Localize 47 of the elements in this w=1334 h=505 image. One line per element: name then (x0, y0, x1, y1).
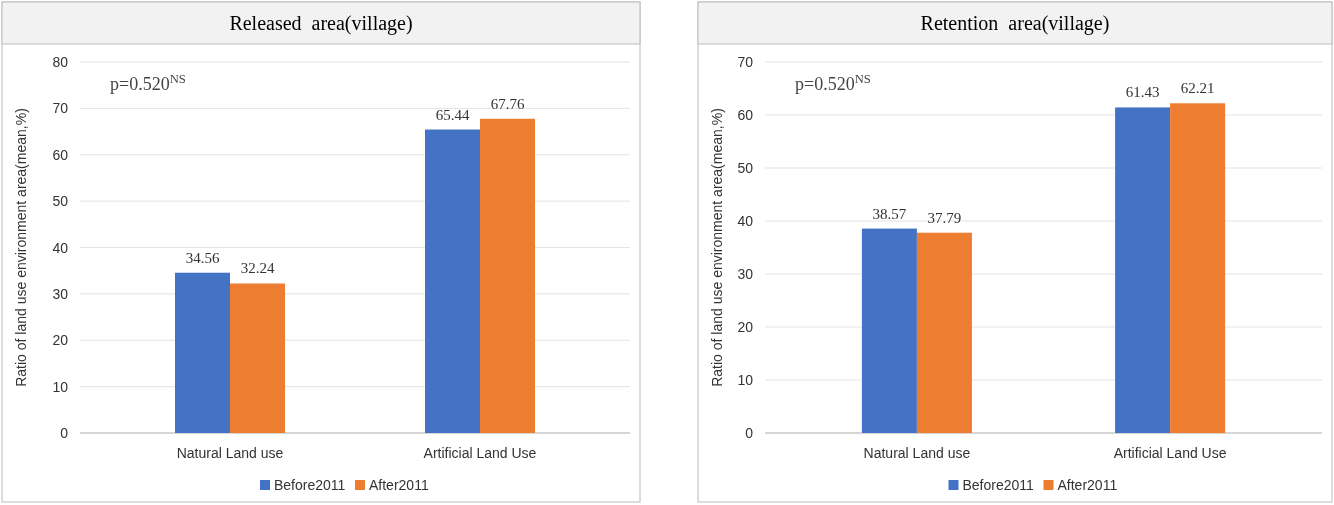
annotation: p=0.520$^{NS}$ (110, 72, 186, 94)
y-tick-label: 40 (737, 213, 754, 229)
data-label: 38.57 (872, 205, 907, 222)
y-tick-label: 60 (737, 107, 754, 123)
y-axis-title: Ratio of land use environment area(mean,%) (709, 108, 725, 387)
x-tick-label: Artificial Land Use (1113, 445, 1227, 461)
bar (175, 272, 230, 433)
chart-title: Released area(village) (229, 12, 413, 35)
x-tick-label: Natural Land use (176, 445, 284, 461)
x-tick-label: Natural Land use (863, 445, 971, 461)
y-tick-label: 50 (737, 160, 754, 176)
y-tick-label: 40 (52, 239, 69, 256)
annotation: p=0.520$^{NS}$ (795, 72, 871, 94)
y-tick-label: 0 (60, 425, 69, 441)
y-tick-label: 20 (737, 319, 754, 335)
bar (230, 283, 285, 433)
data-label: 37.79 (927, 209, 962, 226)
bar (425, 129, 480, 433)
data-label: 65.44 (435, 106, 470, 123)
data-label: 34.56 (185, 249, 220, 266)
data-label: 61.43 (1125, 84, 1160, 101)
bar (1115, 107, 1171, 433)
legend-label: After2011 (369, 477, 429, 493)
x-tick-label: Artificial Land Use (423, 445, 537, 461)
y-tick-label: 60 (52, 146, 69, 163)
y-tick-label: 80 (52, 54, 69, 70)
y-tick-label: 10 (52, 378, 69, 395)
y-tick-label: 30 (52, 285, 69, 302)
data-label: 32.24 (240, 260, 275, 277)
y-tick-label: 20 (52, 332, 69, 349)
chart-title: Retention area(village) (920, 12, 1110, 35)
data-label: 62.21 (1180, 80, 1215, 97)
legend-label: Before2011 (274, 477, 346, 493)
y-tick-label: 0 (745, 425, 754, 441)
legend-label: After2011 (1057, 477, 1118, 493)
y-axis-title: Ratio of land use environment area(mean,%) (13, 108, 29, 387)
bar (1170, 103, 1226, 433)
y-tick-label: 50 (52, 193, 69, 210)
bar (861, 228, 917, 433)
bar (480, 118, 535, 433)
legend-label: Before2011 (962, 477, 1035, 493)
y-tick-label: 10 (737, 372, 754, 388)
data-label: 67.76 (490, 95, 525, 112)
y-tick-label: 70 (737, 54, 754, 70)
bar (916, 232, 972, 433)
y-tick-label: 70 (52, 100, 69, 117)
y-tick-label: 30 (737, 266, 754, 282)
